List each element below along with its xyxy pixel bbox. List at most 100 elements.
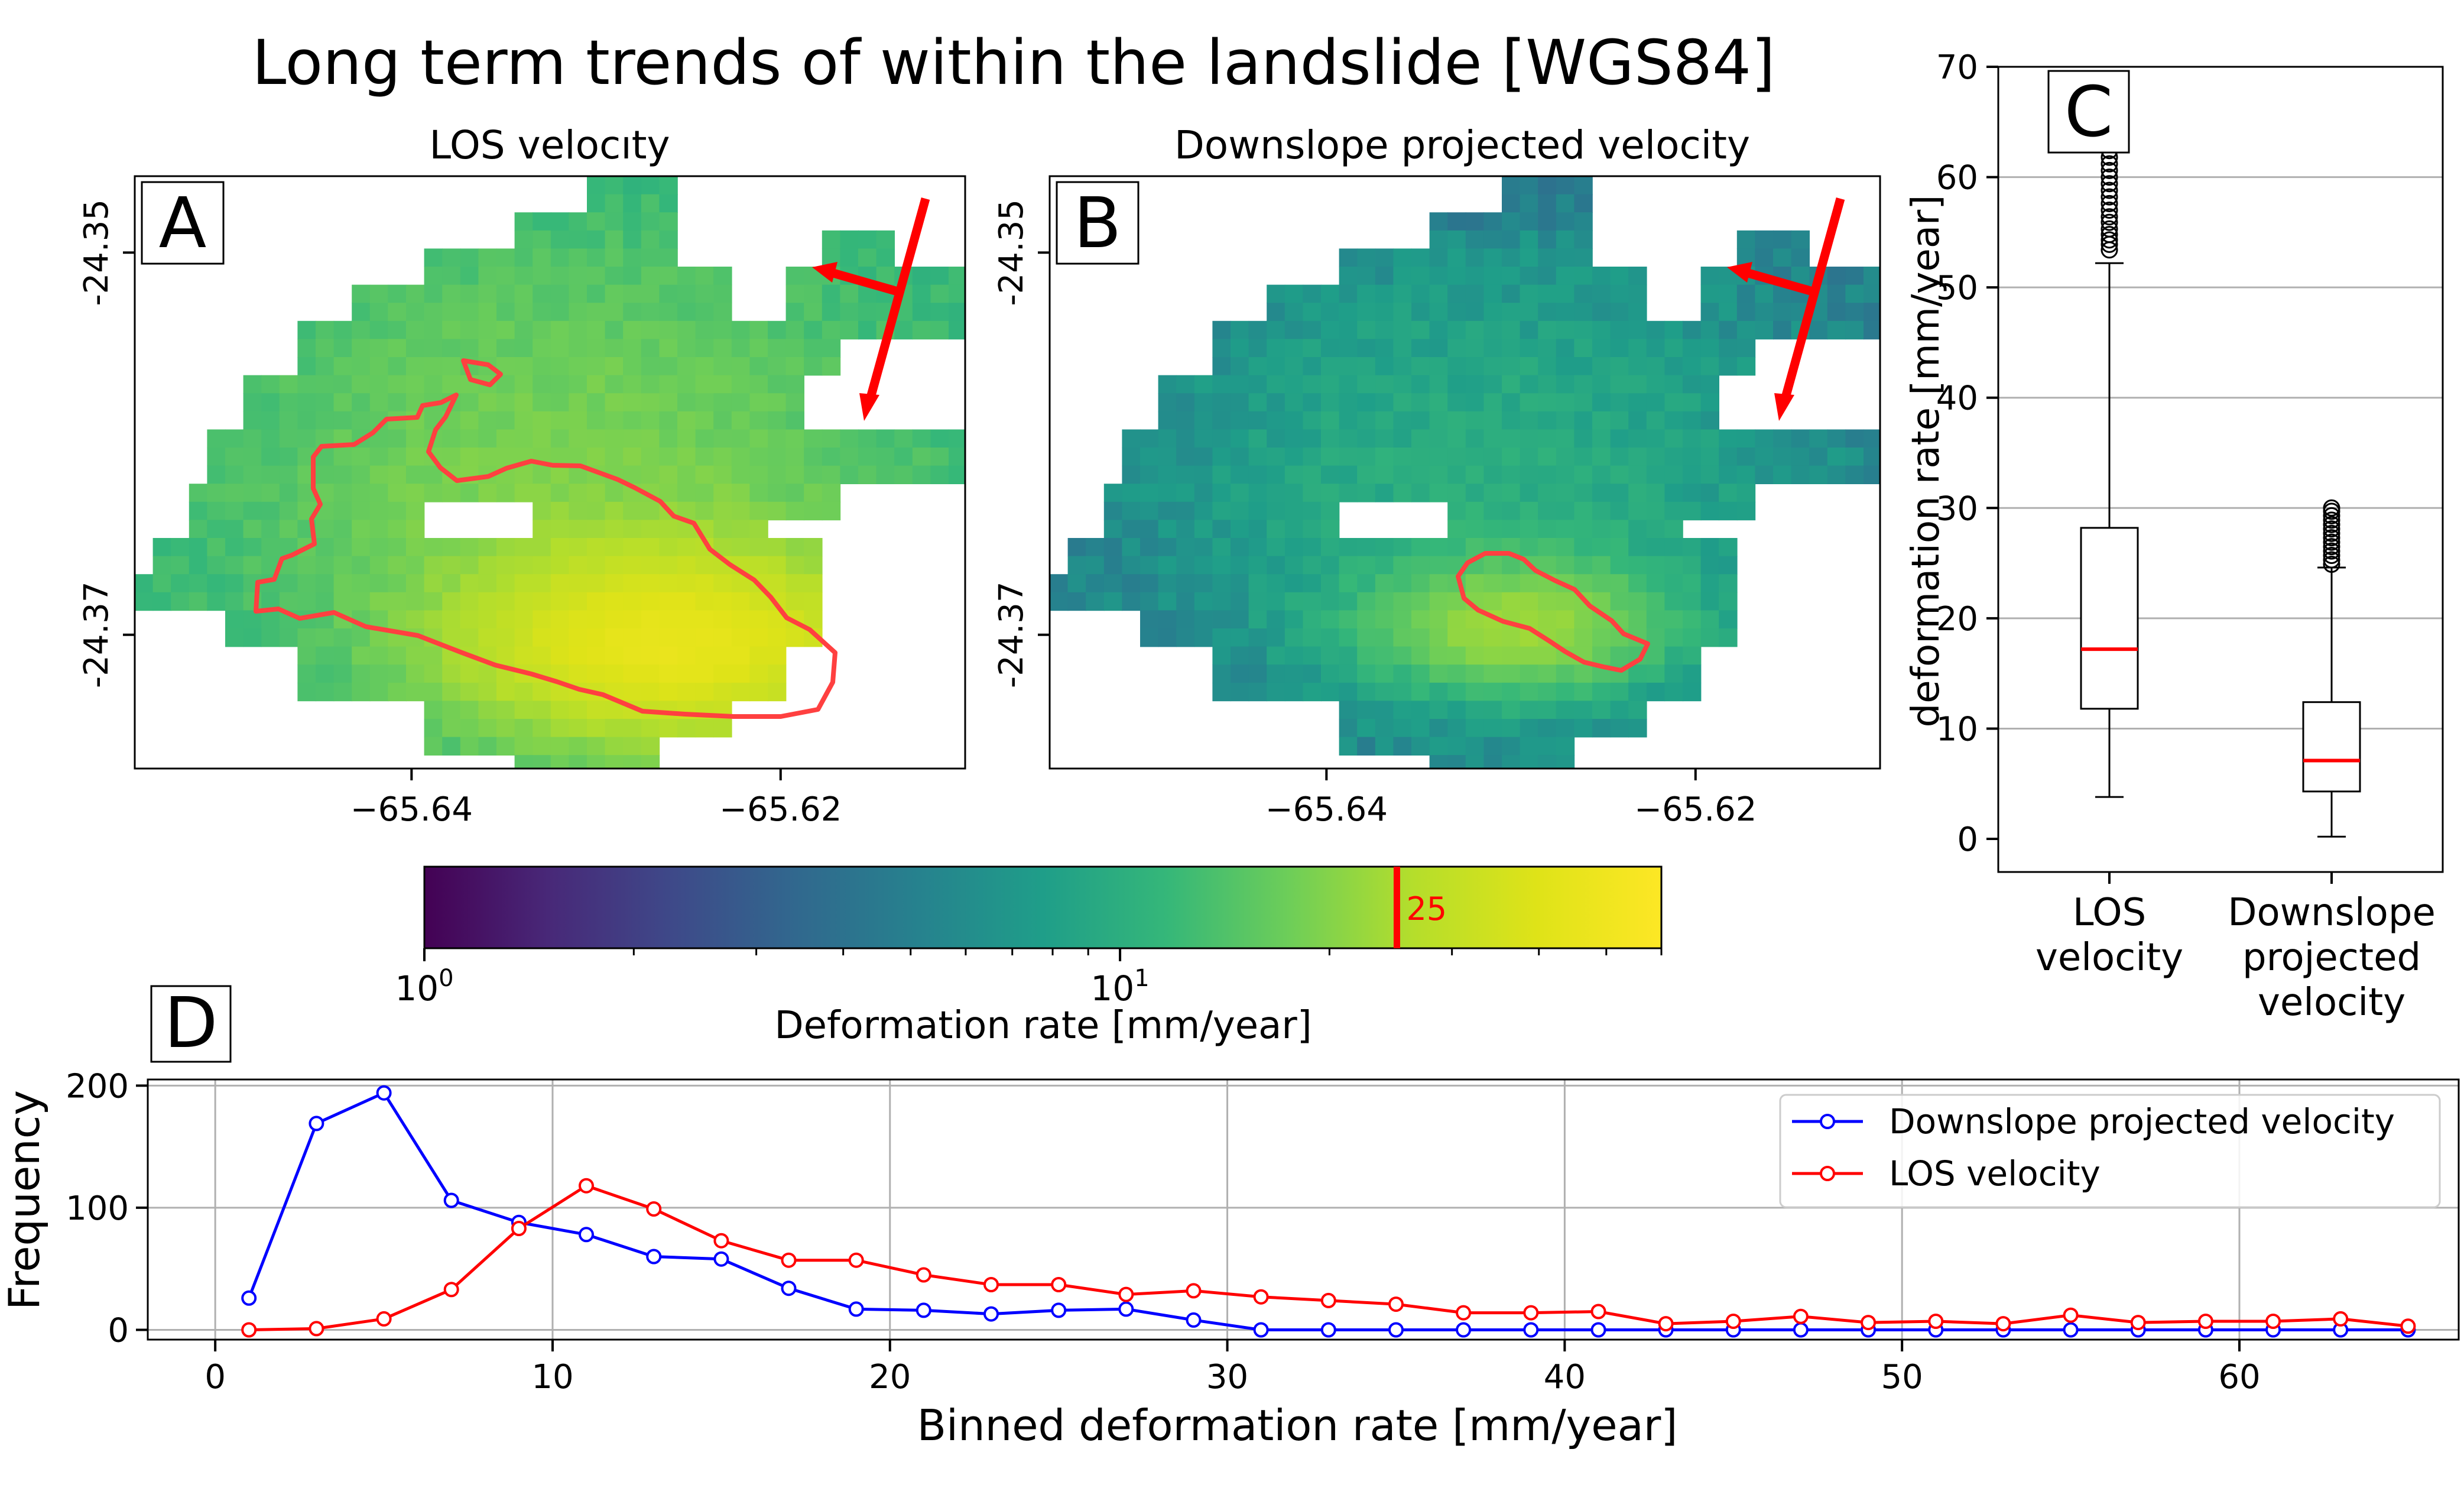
series-los-point <box>916 1267 931 1283</box>
heatmap-cell <box>478 737 497 756</box>
heatmap-cell <box>1592 303 1611 322</box>
heatmap-cell <box>949 284 965 303</box>
heatmap-cell <box>1375 339 1394 358</box>
heatmap-cell <box>1158 501 1177 521</box>
heatmap-cell <box>1520 303 1538 322</box>
heatmap-cell <box>550 574 570 593</box>
heatmap-cell <box>659 429 678 448</box>
series-los-point <box>1725 1314 1741 1329</box>
heatmap-cell <box>749 682 768 702</box>
heatmap-cell <box>1664 592 1683 611</box>
heatmap-cell <box>1502 592 1521 611</box>
heatmap-cell <box>1393 267 1412 286</box>
heatmap-cell <box>804 556 823 575</box>
heatmap-cell <box>659 682 678 702</box>
heatmap-cell <box>1429 737 1448 756</box>
heatmap-cell <box>460 664 479 683</box>
panel-a-frame <box>134 175 966 770</box>
heatmap-cell <box>1248 411 1267 430</box>
heatmap-cell <box>785 303 804 322</box>
heatmap-cell <box>1212 646 1231 665</box>
heatmap-cell <box>406 320 425 340</box>
heatmap-cell <box>1357 628 1376 647</box>
heatmap-cell <box>1339 267 1358 286</box>
heatmap-cell <box>1465 682 1485 702</box>
panel-c-x-tick-label: projected <box>2242 936 2421 980</box>
heatmap-cell <box>1357 303 1376 322</box>
heatmap-cell <box>1140 592 1159 611</box>
heatmap-cell <box>297 646 316 665</box>
heatmap-cell <box>731 393 751 412</box>
heatmap-cell <box>1158 556 1177 575</box>
heatmap-cell <box>785 538 804 557</box>
heatmap-cell <box>1375 574 1394 593</box>
heatmap-cell <box>1411 248 1430 267</box>
heatmap-cell <box>352 682 371 702</box>
heatmap-cell <box>316 465 335 484</box>
series-downslope-point <box>443 1192 459 1208</box>
box-outlier <box>2323 529 2340 547</box>
heatmap-cell <box>1321 393 1340 412</box>
heatmap-cell <box>1556 303 1575 322</box>
heatmap-cell <box>1556 755 1575 769</box>
series-los-point <box>309 1321 324 1337</box>
box-outlier <box>2101 194 2118 212</box>
series-downslope-point <box>1456 1322 1472 1338</box>
heatmap-cell <box>1502 339 1521 358</box>
heatmap-cell <box>641 574 660 593</box>
heatmap-cell <box>1303 429 1322 448</box>
heatmap-cell <box>840 230 859 249</box>
heatmap-cell <box>569 664 587 683</box>
heatmap-cell <box>858 248 877 267</box>
heatmap-cell <box>316 574 335 593</box>
heatmap-cell <box>1284 303 1304 322</box>
heatmap-cell <box>1284 339 1304 358</box>
heatmap-cell <box>1664 610 1683 629</box>
heatmap-cell <box>1447 448 1466 466</box>
heatmap-cell <box>316 357 335 376</box>
heatmap-cell <box>1429 339 1448 358</box>
heatmap-cell <box>1628 339 1647 358</box>
heatmap-cell <box>533 357 551 376</box>
heatmap-cell <box>804 574 823 593</box>
heatmap-cell <box>1176 592 1195 611</box>
heatmap-cell <box>785 393 804 412</box>
heatmap-cell <box>1827 465 1846 484</box>
heatmap-cell <box>1465 429 1485 448</box>
heatmap-cell <box>460 393 479 412</box>
heatmap-cell <box>1719 339 1738 358</box>
heatmap-cell <box>171 592 190 611</box>
heatmap-cell <box>731 610 751 629</box>
heatmap-cell <box>623 646 642 665</box>
heatmap-cell <box>1646 538 1666 557</box>
heatmap-cell <box>478 610 497 629</box>
heatmap-cell <box>623 556 642 575</box>
panel-d-y-tick-label: 0 <box>108 1311 129 1350</box>
heatmap-cell <box>1556 501 1575 521</box>
heatmap-cell <box>460 737 479 756</box>
heatmap-cell <box>1719 484 1738 503</box>
heatmap-cell <box>1700 465 1719 484</box>
panel-d-x-tick-label: 30 <box>1206 1358 1248 1396</box>
heatmap-cell <box>1393 719 1412 738</box>
heatmap-cell <box>406 339 425 358</box>
heatmap-cell <box>1556 393 1575 412</box>
heatmap-cell <box>1375 267 1394 286</box>
heatmap-cell <box>605 429 624 448</box>
heatmap-cell <box>1520 773 1538 792</box>
heatmap-cell <box>1736 448 1756 466</box>
heatmap-cell <box>587 194 606 213</box>
heatmap-cell <box>768 411 787 430</box>
heatmap-cell <box>550 267 570 286</box>
heatmap-cell <box>1393 682 1412 702</box>
heatmap-cell <box>1556 719 1575 738</box>
heatmap-cell <box>623 429 642 448</box>
heatmap-cell <box>1592 357 1611 376</box>
heatmap-cell <box>1447 375 1466 394</box>
heatmap-cell <box>1357 448 1376 466</box>
heatmap-cell <box>1610 574 1629 593</box>
heatmap-cell <box>1158 465 1177 484</box>
heatmap-cell <box>695 284 714 303</box>
heatmap-cell <box>623 320 642 340</box>
